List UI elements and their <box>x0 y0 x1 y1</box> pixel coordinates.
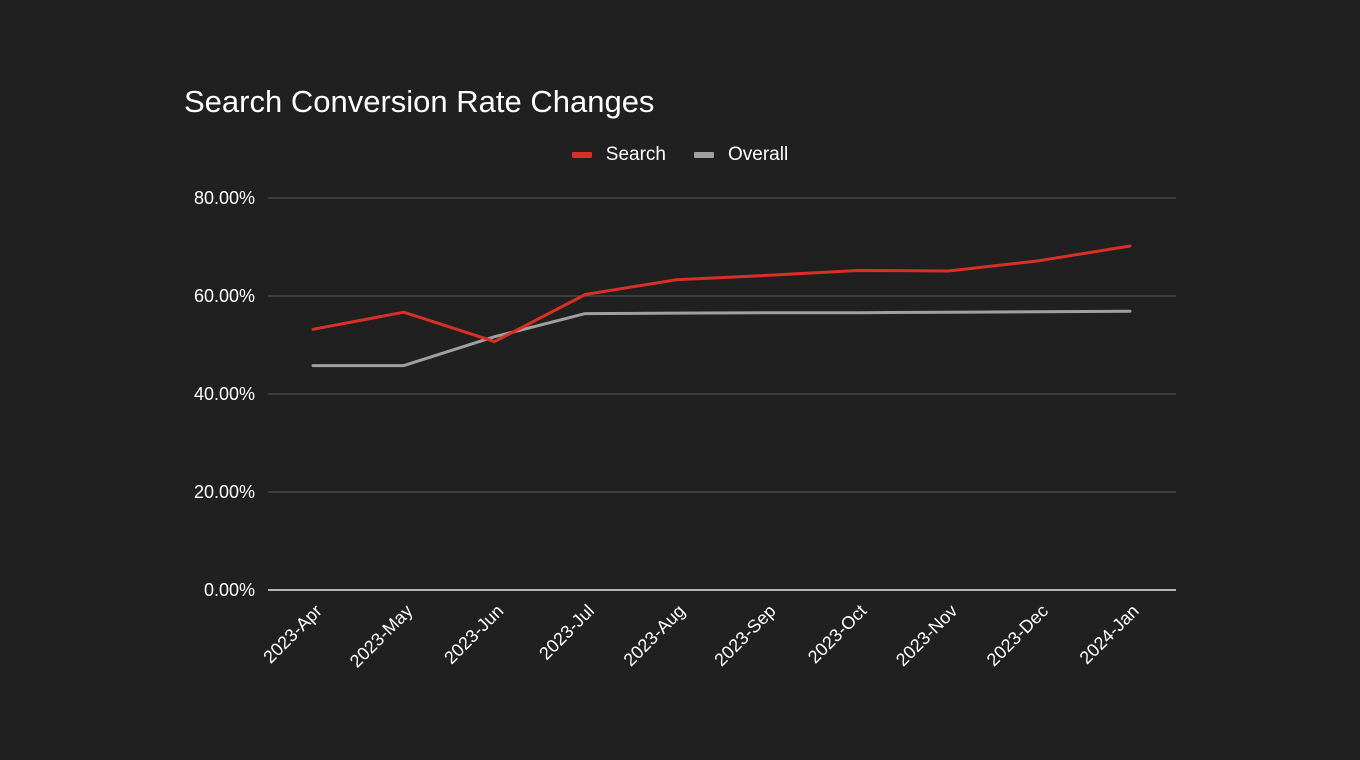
x-tick-label: 2023-Nov <box>892 601 961 670</box>
y-axis-ticks: 0.00% 20.00% 40.00% 60.00% 80.00% <box>194 188 255 600</box>
gridlines <box>268 197 1176 591</box>
x-tick-label: 2023-Dec <box>983 601 1052 670</box>
y-tick-label: 20.00% <box>194 482 255 502</box>
legend-swatch-search <box>571 152 592 158</box>
x-axis-ticks: 2023-Apr 2023-May 2023-Jun 2023-Jul 2023-Aug… <box>259 601 1143 672</box>
y-tick-label: 0.00% <box>204 580 255 600</box>
series-line-search[interactable] <box>311 244 1132 344</box>
y-tick-label: 40.00% <box>194 384 255 404</box>
legend-item-search[interactable]: Search <box>571 144 666 166</box>
x-tick-label: 2023-Jul <box>535 601 598 664</box>
y-tick-label: 80.00% <box>194 188 255 208</box>
x-tick-label: 2023-Sep <box>710 601 779 670</box>
x-tick-label: 2023-Oct <box>804 601 871 668</box>
x-tick-label: 2024-Jan <box>1076 601 1143 668</box>
legend: Search Overall <box>0 142 1360 168</box>
series-lines <box>311 244 1132 368</box>
legend-swatch-overall <box>694 152 714 158</box>
series-line-overall[interactable] <box>311 309 1132 368</box>
legend-item-overall[interactable]: Overall <box>694 144 788 166</box>
legend-label-search: Search <box>605 144 666 165</box>
legend-label-overall: Overall <box>728 144 789 165</box>
y-tick-label: 60.00% <box>194 286 255 306</box>
x-tick-label: 2023-Jun <box>440 601 507 668</box>
x-tick-label: 2023-Apr <box>259 601 326 668</box>
x-tick-label: 2023-May <box>346 601 417 672</box>
chart-title: Search Conversion Rate Changes <box>184 84 655 119</box>
x-tick-label: 2023-Aug <box>620 601 689 670</box>
